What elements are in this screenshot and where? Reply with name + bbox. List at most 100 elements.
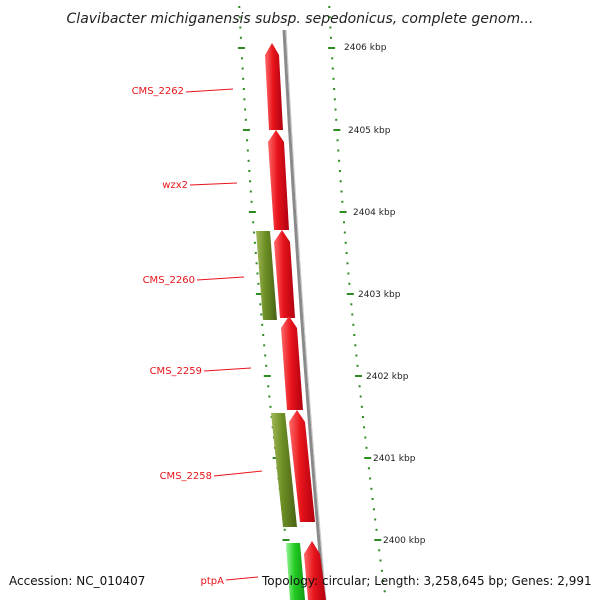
topology-text: Topology: circular; Length: 3,258,645 bp… [262, 574, 592, 588]
inner-tick-mark [248, 211, 256, 213]
outer-tick-mark [344, 241, 347, 244]
inner-tick-mark [248, 170, 251, 172]
outer-tick-mark [379, 559, 382, 562]
gene-label-wzx2: wzx2 [162, 180, 188, 191]
outer-tick-mark [363, 426, 366, 429]
inner-tick-mark [257, 282, 260, 285]
gene-label-cms-2262: CMS_2262 [132, 86, 184, 97]
inner-tick-mark [259, 303, 262, 306]
outer-tick-mark [348, 282, 351, 285]
outer-tick-mark [339, 211, 347, 213]
outer-tick-mark [341, 200, 344, 203]
map-title: Clavibacter michiganensis subsp. sepedon… [67, 11, 534, 27]
leader-cms-2260 [196, 276, 245, 281]
leader-cms-2262 [185, 88, 234, 93]
gene-label-cms-2260: CMS_2260 [143, 275, 195, 286]
outer-tick-mark [352, 323, 355, 326]
leader-cms-2258 [213, 470, 263, 477]
accession-text: Accession: NC_010407 [9, 574, 146, 588]
tick-label-2406: 2406 kbp [344, 43, 387, 53]
outer-tick-mark [335, 118, 338, 121]
inner-tick-mark [252, 221, 255, 224]
outer-tick-mark [339, 180, 342, 183]
inner-tick-mark [283, 528, 286, 531]
outer-tick-mark [332, 77, 335, 80]
outer-tick-mark [345, 252, 348, 254]
inner-tick-mark [242, 129, 250, 131]
inner-tick-mark [253, 241, 256, 244]
outer-tick-mark [358, 385, 361, 388]
outer-tick-mark [329, 26, 332, 29]
outer-tick-mark [337, 149, 340, 152]
inner-tick-mark [269, 405, 272, 408]
outer-tick-mark [370, 487, 373, 490]
outer-tick-mark [356, 364, 359, 367]
gene-block-cms-2258 [271, 413, 297, 527]
outer-tick-mark [362, 416, 364, 418]
outer-tick-mark [333, 88, 336, 90]
outer-tick-mark [369, 477, 372, 480]
tick-label-2405: 2405 kbp [348, 126, 391, 136]
outer-tick-mark [330, 36, 332, 39]
inner-tick-mark [282, 539, 290, 541]
outer-tick-mark [338, 159, 341, 162]
inner-tick-mark [254, 252, 257, 254]
tick-label-2401: 2401 kbp [373, 454, 416, 464]
outer-tick-mark [331, 57, 334, 60]
tick-label-2404: 2404 kbp [353, 208, 396, 218]
backbone-highlight [285, 29, 327, 600]
inner-tick-mark [242, 77, 245, 80]
outer-tick-mark [364, 436, 367, 439]
outer-tick-mark [343, 231, 346, 234]
inner-tick-mark [261, 323, 264, 326]
gene-block-rna [286, 543, 305, 600]
inner-tick-mark [238, 6, 241, 8]
inner-tick-mark [237, 47, 245, 49]
inner-tick-mark [263, 375, 271, 377]
outer-tick-mark [353, 334, 356, 336]
outer-dot-track [328, 6, 386, 593]
outer-tick-mark [333, 98, 336, 101]
outer-tick-mark [378, 549, 381, 552]
outer-tick-mark [374, 518, 377, 521]
outer-tick-mark [336, 139, 339, 142]
outer-tick-mark [343, 221, 345, 224]
inner-tick-mark [262, 334, 265, 336]
leader-ptpa [225, 576, 259, 581]
gene-arrow-cms-2262 [265, 43, 283, 130]
inner-tick-mark [249, 190, 252, 193]
inner-tick-mark [255, 293, 263, 295]
outer-tick-mark [359, 395, 362, 398]
outer-tick-mark [340, 190, 343, 193]
inner-tick-mark [243, 98, 246, 101]
inner-tick-mark [264, 354, 267, 357]
inner-tick-mark [242, 88, 245, 90]
inner-tick-mark [255, 262, 258, 265]
inner-tick-mark [263, 344, 266, 347]
outer-tick-mark [372, 508, 375, 511]
outer-tick-mark [360, 405, 363, 408]
gene-label-cms-2259: CMS_2259 [150, 366, 202, 377]
gene-arrow-cms-2258-partner [289, 410, 315, 522]
outer-tick-mark [367, 467, 370, 470]
outer-tick-mark [371, 498, 374, 500]
outer-tick-mark [333, 129, 341, 131]
gene-label-cms-2258: CMS_2258 [160, 471, 212, 482]
inner-tick-mark [246, 149, 249, 152]
tick-label-2400: 2400 kbp [383, 536, 426, 546]
outer-tick-mark [382, 580, 385, 582]
outer-tick-mark [354, 344, 357, 347]
gene-block-cms-2260 [256, 231, 277, 320]
inner-tick-mark [253, 231, 256, 234]
inner-tick-mark [241, 67, 244, 70]
inner-tick-mark [246, 139, 249, 142]
inner-tick-mark [244, 108, 247, 111]
inner-tick-mark [250, 200, 253, 203]
outer-tick-mark [346, 262, 349, 265]
outer-tick-mark [355, 375, 362, 377]
leader-wzx2 [189, 182, 238, 186]
outer-tick-mark [346, 293, 354, 295]
outer-tick-mark [364, 457, 372, 459]
